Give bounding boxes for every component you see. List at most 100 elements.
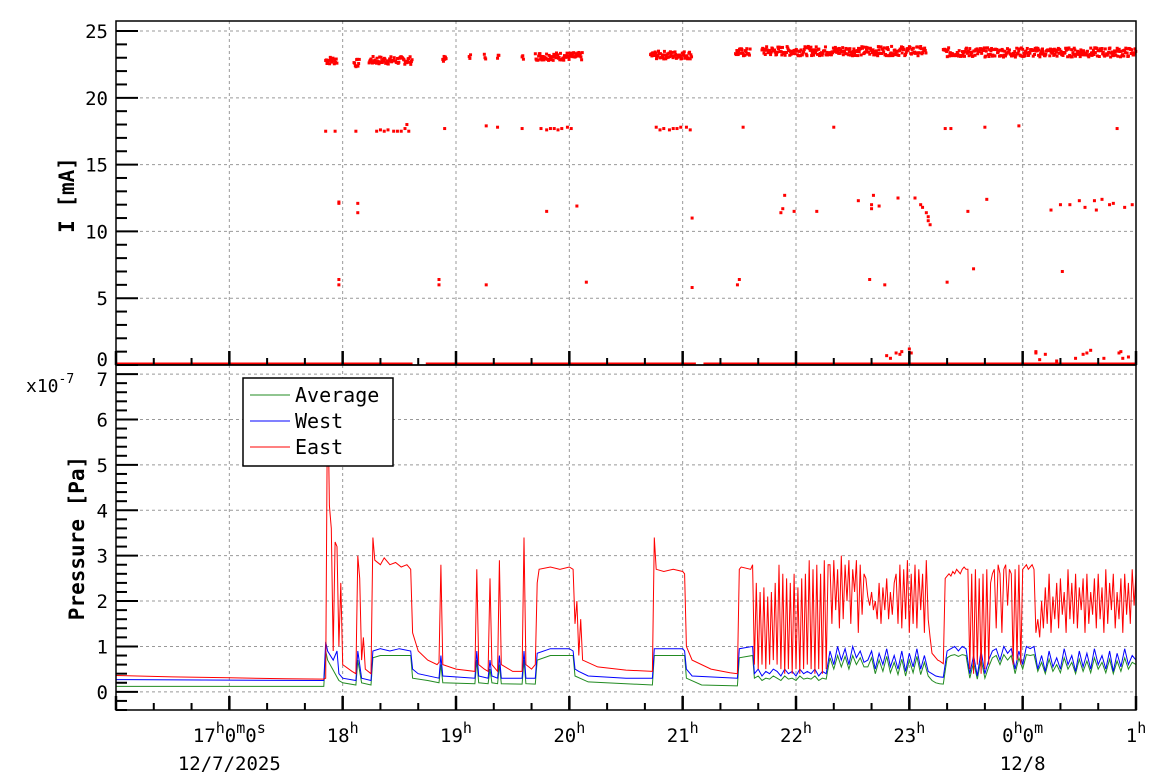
current-point (658, 52, 662, 56)
current-y-tick-label: 0 (97, 349, 108, 371)
current-point (741, 51, 745, 55)
current-point (1027, 53, 1031, 57)
current-point (371, 55, 375, 59)
current-point (382, 59, 386, 63)
legend-label-west: West (295, 409, 343, 433)
current-point (468, 56, 472, 60)
current-point (737, 278, 741, 282)
current-point (1051, 50, 1055, 54)
current-point (1110, 50, 1114, 54)
current-point (771, 47, 775, 51)
current-point (556, 128, 560, 132)
current-point (1078, 55, 1082, 59)
current-point (482, 52, 486, 56)
current-point (906, 48, 910, 52)
current-point (879, 45, 883, 49)
legend-label-average: Average (295, 383, 379, 407)
current-point (558, 51, 562, 55)
current-point (884, 54, 888, 58)
x-tick-label: 23h (893, 719, 925, 747)
current-point (992, 48, 996, 52)
current-point (335, 61, 339, 65)
x-tick-label-value: 0 (1002, 725, 1013, 747)
current-point (769, 50, 773, 54)
current-point (743, 53, 747, 57)
current-point (775, 52, 779, 56)
current-point (838, 51, 842, 55)
x-tick-label-unit: h (1137, 719, 1146, 737)
current-point (1003, 49, 1007, 53)
current-point (864, 47, 868, 51)
current-point (865, 46, 869, 50)
current-point (919, 203, 923, 207)
current-point (883, 283, 887, 287)
current-point (785, 45, 789, 49)
current-point (387, 59, 391, 63)
current-point (557, 56, 561, 60)
current-point (982, 48, 986, 52)
current-point (1101, 50, 1105, 54)
current-point (675, 127, 679, 131)
current-point (1087, 55, 1091, 59)
current-point (1058, 203, 1062, 207)
x-tick-label-value: 0 (245, 725, 256, 747)
current-point (970, 51, 974, 55)
current-point (324, 129, 328, 133)
current-point (1089, 348, 1093, 352)
current-point (1081, 352, 1085, 356)
current-point (389, 55, 393, 59)
current-point (799, 48, 803, 52)
current-point (792, 209, 796, 213)
current-point (334, 57, 338, 61)
current-point (1082, 50, 1086, 54)
current-point (330, 60, 334, 64)
current-point (671, 127, 675, 131)
current-point (832, 125, 836, 129)
current-point (962, 54, 966, 58)
current-point (1122, 54, 1126, 58)
current-point (565, 51, 569, 55)
current-point (907, 347, 911, 351)
pressure-y-tick-label: 0 (97, 682, 108, 704)
current-point (545, 209, 549, 213)
current-point (664, 54, 668, 58)
current-point (943, 127, 947, 131)
current-point (983, 125, 987, 129)
current-point (1133, 47, 1137, 51)
current-point (1077, 51, 1081, 55)
current-point (1092, 199, 1096, 203)
x-tick-label-unit: h (216, 719, 225, 737)
current-point (373, 58, 377, 62)
current-point (410, 58, 414, 62)
current-point (382, 129, 386, 133)
current-point (356, 201, 360, 205)
current-point (921, 205, 925, 209)
current-point (408, 55, 412, 59)
current-point (888, 356, 892, 360)
current-point (669, 52, 673, 56)
current-point (378, 61, 382, 65)
current-point (1099, 48, 1103, 52)
current-point (1025, 51, 1029, 55)
x-tick-label-unit: h (463, 719, 472, 737)
current-point (1038, 358, 1042, 362)
current-point (539, 127, 543, 131)
current-point (1016, 51, 1020, 55)
current-point (1037, 48, 1041, 52)
current-point (812, 48, 816, 52)
current-point (894, 351, 898, 355)
current-point (484, 57, 488, 61)
current-point (1036, 46, 1040, 50)
current-point (1083, 205, 1087, 209)
current-point (868, 278, 872, 282)
current-point (1088, 53, 1092, 57)
current-point (1013, 50, 1017, 54)
current-point (1115, 127, 1119, 131)
current-y-tick-label: 20 (85, 88, 108, 110)
current-point (891, 54, 895, 58)
x-tick-label: 21h (667, 719, 699, 747)
current-point (777, 47, 781, 51)
current-point (556, 53, 560, 57)
current-point (337, 283, 341, 287)
